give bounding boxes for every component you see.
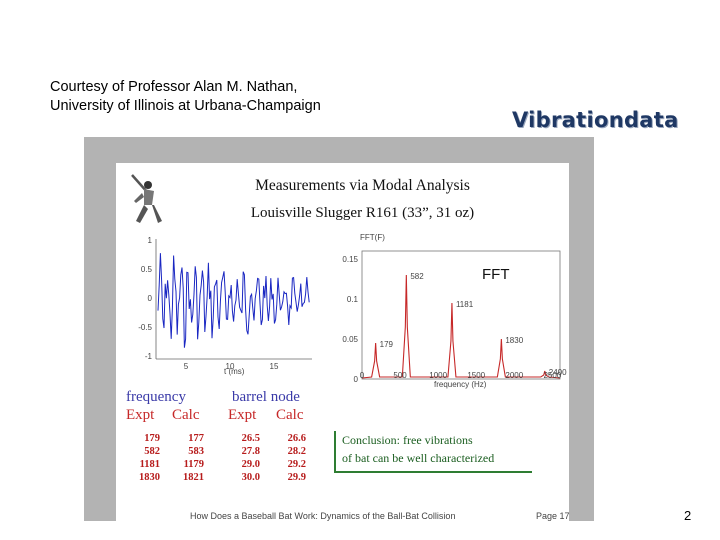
table-cell: 29.2 xyxy=(287,459,306,470)
fft-spectrum-line xyxy=(361,274,561,379)
fft-y-tick: 0.1 xyxy=(347,295,359,304)
table-cell: 177 xyxy=(188,433,204,444)
slide-image: Measurements via Modal Analysis Louisvil… xyxy=(84,137,594,521)
table-cell: 1830 xyxy=(139,472,160,483)
time-x-label: t (ms) xyxy=(224,367,245,376)
slide-subtitle: Louisville Slugger R161 (33”, 31 oz) xyxy=(250,205,475,221)
table-sub-calc-2: Calc xyxy=(276,407,304,423)
page-number: 2 xyxy=(684,508,692,523)
table-sub-expt-1: Expt xyxy=(126,407,155,423)
fft-x-tick: 2500 xyxy=(543,371,561,380)
table-cell: 26.5 xyxy=(241,433,260,444)
conclusion-box: Conclusion: free vibrations of bat can b… xyxy=(334,431,532,473)
time-domain-plot: 1 0.5 0 -0.5 -1 5 10 15 t (ms) xyxy=(138,236,312,376)
time-signal-line xyxy=(157,253,310,348)
table-sub-calc-1: Calc xyxy=(172,407,200,423)
fft-x-tick: 2000 xyxy=(505,371,523,380)
table-header-frequency: frequency xyxy=(126,389,186,405)
courtesy-text: Courtesy of Professor Alan M. Nathan, Un… xyxy=(50,78,321,116)
table-cell: 29.0 xyxy=(241,459,260,470)
table-cell: 1179 xyxy=(183,459,204,470)
slide-footer: How Does a Baseball Bat Work: Dynamics o… xyxy=(190,511,456,521)
courtesy-line-1: Courtesy of Professor Alan M. Nathan, xyxy=(50,79,298,95)
conclusion-line-2: of bat can be well characterized xyxy=(342,451,495,465)
time-x-tick: 15 xyxy=(270,362,279,371)
fft-y-tick: 0.15 xyxy=(342,255,358,264)
fft-peak-label: 1181 xyxy=(456,300,474,309)
slide-content: Measurements via Modal Analysis Louisvil… xyxy=(116,163,570,521)
fft-y-tick: 0 xyxy=(354,375,359,384)
slide-title: Measurements via Modal Analysis xyxy=(255,177,470,194)
slide-page-label: Page 17 xyxy=(536,511,570,521)
table-cell: 30.0 xyxy=(241,472,260,483)
time-y-tick: 0.5 xyxy=(141,265,153,274)
batter-icon xyxy=(131,174,162,223)
table-cell: 179 xyxy=(144,433,160,444)
time-x-tick: 5 xyxy=(184,362,189,371)
fft-plot: FFT(F) 0.15 0.1 0.05 0 0 500 1000 1500 2000 2500… xyxy=(342,233,567,389)
fft-y-label: FFT(F) xyxy=(360,233,385,242)
fft-x-label: frequency (Hz) xyxy=(434,380,487,389)
table-header-barrel-node: barrel node xyxy=(232,389,300,405)
time-y-tick: 0 xyxy=(148,294,153,303)
conclusion-line-1: Conclusion: free vibrations xyxy=(342,433,473,447)
courtesy-line-2: University of Illinois at Urbana-Champai… xyxy=(50,98,321,114)
fft-y-tick: 0.05 xyxy=(342,335,358,344)
fft-peak-label: 582 xyxy=(410,272,424,281)
fft-peak-label: 179 xyxy=(380,340,394,349)
fft-peak-label: 1830 xyxy=(505,336,523,345)
fft-x-tick: 0 xyxy=(360,371,365,380)
table-cell: 26.6 xyxy=(287,433,306,444)
time-y-tick: 1 xyxy=(148,236,153,245)
table-cell: 29.9 xyxy=(287,472,306,483)
fft-x-tick: 1500 xyxy=(467,371,485,380)
table-cell: 27.8 xyxy=(241,446,260,457)
time-y-tick: -1 xyxy=(145,352,153,361)
table-cell: 1181 xyxy=(139,459,160,470)
brand-logo-text: Vibrationdata xyxy=(512,108,679,132)
time-y-tick: -0.5 xyxy=(138,323,152,332)
fft-x-tick: 1000 xyxy=(429,371,447,380)
table-cell: 1821 xyxy=(183,472,204,483)
table-sub-expt-2: Expt xyxy=(228,407,257,423)
fft-x-tick: 500 xyxy=(393,371,407,380)
fft-overlay-label: FFT xyxy=(482,266,510,283)
table-cell: 583 xyxy=(188,446,204,457)
table-cell: 28.2 xyxy=(287,446,306,457)
time-x-tick: 10 xyxy=(226,362,235,371)
table-cell: 582 xyxy=(144,446,160,457)
fft-peak-label: 2400 xyxy=(549,368,567,377)
